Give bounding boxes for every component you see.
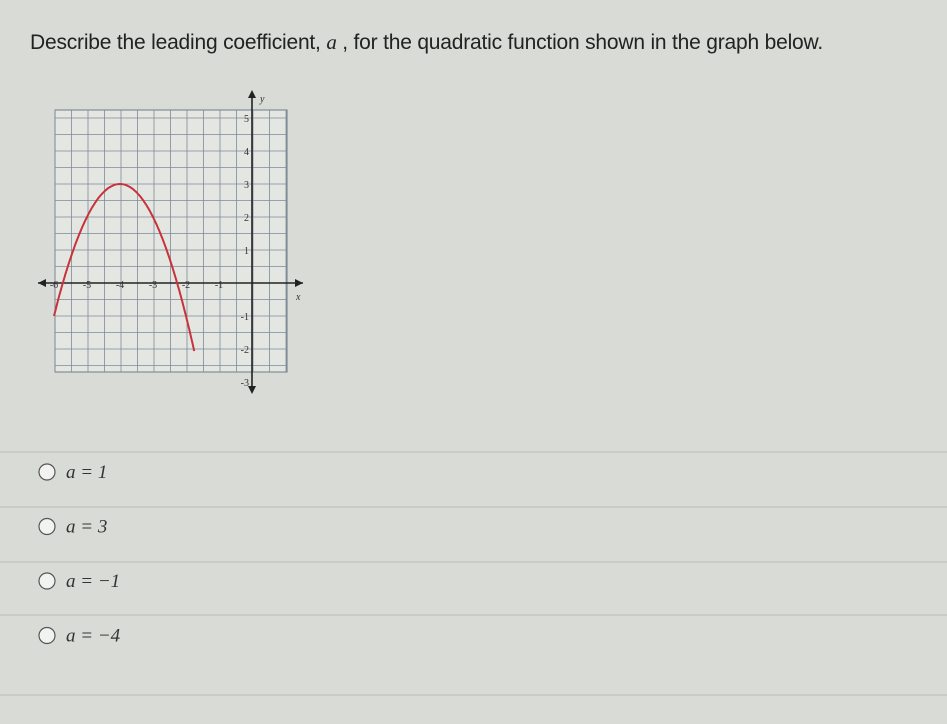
x-axis-label: x <box>295 292 301 303</box>
y-tick-label: 1 <box>244 246 249 257</box>
question-text: Describe the leading coefficient, <box>30 31 327 54</box>
x-tick-label: -2 <box>182 280 190 291</box>
options: a = 1 a = 3 a = −1 a = −4 <box>0 451 947 696</box>
y-tick-label: 3 <box>244 180 249 191</box>
x-tick-label: -3 <box>149 280 157 291</box>
radio-button[interactable] <box>38 572 56 590</box>
x-tick-label: -4 <box>116 280 124 291</box>
y-tick-label: -1 <box>241 312 249 323</box>
graph: x y -6 -5 -4 -3 -2 -1 5 4 3 2 1 -1 -2 -3 <box>38 90 303 394</box>
question: Describe the leading coefficient, a , fo… <box>30 30 823 55</box>
y-tick-label: -2 <box>241 345 249 356</box>
option-label[interactable]: a = −4 <box>66 626 121 647</box>
x-tick-label: -6 <box>50 280 58 291</box>
y-tick-label: 4 <box>244 147 249 158</box>
y-tick-label: -3 <box>241 378 249 389</box>
x-tick-label: -1 <box>215 280 223 291</box>
parabola <box>53 182 196 352</box>
graph-bg <box>54 109 288 373</box>
radio-button[interactable] <box>38 517 56 536</box>
x-tick-label: -5 <box>83 280 91 291</box>
radio-button[interactable] <box>38 463 56 481</box>
radio-button[interactable] <box>38 626 56 645</box>
question-variable: a <box>326 30 337 54</box>
y-tick-label: 5 <box>244 114 249 125</box>
y-tick-label: 2 <box>244 213 249 224</box>
option-label[interactable]: a = 3 <box>66 517 107 538</box>
question-text: , for the quadratic function shown in th… <box>336 31 823 54</box>
option-label[interactable]: a = 1 <box>66 462 107 483</box>
y-axis-label: y <box>259 94 265 105</box>
option-label[interactable]: a = −1 <box>66 571 120 592</box>
